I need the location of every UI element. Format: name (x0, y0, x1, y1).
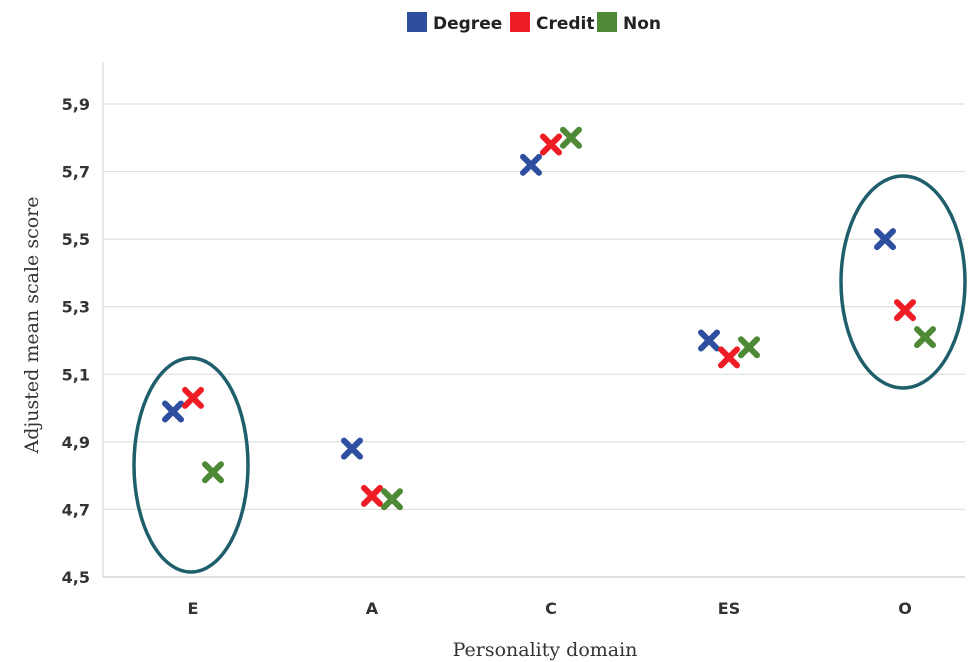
x-axis-title: Personality domain (453, 639, 638, 661)
data-point (540, 133, 562, 156)
data-point (698, 329, 720, 352)
legend-label: Degree (433, 14, 502, 34)
data-point (738, 336, 760, 359)
x-tick-label: ES (718, 599, 740, 618)
y-tick-label: 5,7 (62, 163, 90, 182)
data-points (162, 126, 936, 511)
data-point (560, 126, 582, 149)
highlight-ellipse (839, 174, 967, 390)
x-axis-ticks: E A C ES O (188, 599, 912, 618)
data-point (381, 488, 403, 511)
y-axis-title: Adjusted mean scale score (21, 197, 43, 455)
data-point (914, 326, 936, 349)
data-point (520, 153, 542, 176)
x-tick-label: E (188, 599, 199, 618)
gridlines (102, 62, 965, 578)
y-tick-label: 4,9 (62, 433, 90, 452)
highlight-ellipse (132, 356, 250, 574)
data-point (718, 346, 740, 369)
y-tick-label: 5,3 (62, 298, 90, 317)
data-point (361, 484, 383, 507)
data-point (894, 299, 916, 322)
x-tick-label: C (545, 599, 557, 618)
y-tick-label: 4,5 (62, 568, 90, 587)
y-axis-ticks: 4,5 4,7 4,9 5,1 5,3 5,5 5,7 5,9 (62, 95, 90, 587)
y-tick-label: 5,1 (62, 365, 90, 384)
legend-swatch (407, 12, 427, 32)
data-point (874, 228, 896, 251)
data-point (202, 461, 224, 484)
legend-swatch (510, 12, 530, 32)
legend-label: Non (623, 14, 661, 34)
highlight-ellipses (132, 174, 967, 574)
y-tick-label: 4,7 (62, 500, 90, 519)
legend-swatch (597, 12, 617, 32)
legend-label: Credit (536, 14, 595, 34)
y-tick-label: 5,9 (62, 95, 90, 114)
x-tick-label: O (898, 599, 912, 618)
x-tick-label: A (366, 599, 379, 618)
data-point (182, 386, 204, 409)
data-point (341, 437, 363, 460)
data-point (162, 400, 184, 423)
y-tick-label: 5,5 (62, 230, 90, 249)
legend: Degree Credit Non (407, 12, 661, 34)
